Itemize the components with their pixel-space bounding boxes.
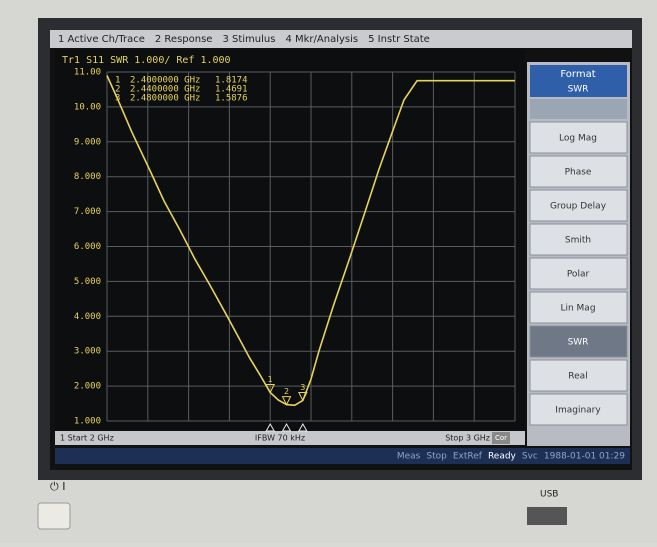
y-tick-label: 2.000	[74, 382, 101, 392]
softkey-label: Smith	[565, 236, 591, 246]
y-tick-label: 5.000	[74, 277, 101, 287]
screenshot: Tr1 S11 SWR 1.000/ Ref 1.000 Format SWR …	[0, 0, 657, 543]
menu-tab[interactable]: 1 Active Ch/Trace	[58, 34, 145, 45]
softkey-label: Imaginary	[555, 406, 601, 416]
status-item: Ready	[488, 452, 517, 462]
power-button[interactable]	[38, 503, 70, 529]
footer-stop: Stop 3 GHz	[445, 434, 490, 443]
usb-label: USB	[540, 490, 558, 500]
y-tick-label: 4.000	[74, 312, 101, 322]
softkey-current: SWR	[568, 85, 589, 95]
footer-cor: Cor	[495, 434, 507, 442]
y-tick-label: 1.000	[74, 417, 101, 427]
y-tick-label: 8.000	[74, 172, 101, 182]
y-tick-label: 7.000	[74, 207, 101, 217]
softkey-label: Real	[568, 372, 587, 382]
usb-port	[527, 507, 567, 525]
status-item: ExtRef	[453, 452, 483, 462]
softkey-label: SWR	[568, 338, 589, 348]
menu-tab[interactable]: 4 Mkr/Analysis	[285, 34, 358, 45]
y-tick-label: 9.000	[74, 137, 101, 147]
menu-tab[interactable]: 5 Instr State	[368, 34, 430, 45]
marker-readout-value: 1.5876	[215, 94, 248, 104]
footer-ifbw: IFBW 70 kHz	[255, 434, 305, 443]
y-tick-label: 3.000	[74, 347, 101, 357]
softkey-label: Group Delay	[550, 202, 607, 212]
softkey-label: Phase	[565, 168, 592, 178]
marker-readout-number: 3	[115, 94, 120, 104]
softkey-label: Log Mag	[559, 134, 597, 144]
footer-start: 1 Start 2 GHz	[60, 434, 114, 443]
status-item: Stop	[426, 452, 447, 462]
softkey-label: Polar	[567, 270, 590, 280]
scroll-up[interactable]	[530, 99, 627, 119]
y-tick-label: 10.00	[74, 102, 101, 112]
y-tick-label: 6.000	[74, 242, 101, 252]
marker-number: 2	[284, 387, 289, 396]
marker-number: 3	[300, 383, 305, 392]
status-item: Meas	[397, 452, 421, 462]
y-tick-label: 11.00	[74, 68, 101, 78]
status-item: 1988-01-01 01:29	[544, 452, 625, 462]
page: {"tabs": ["1 Active Ch/Trace", "2 Respon…	[0, 0, 657, 543]
marker-readout-freq: 2.4800000 GHz	[130, 94, 200, 104]
status-item: Svc	[522, 452, 538, 462]
trace-header: Tr1 S11 SWR 1.000/ Ref 1.000	[62, 55, 231, 66]
softkey-title: Format	[560, 69, 595, 80]
marker-number: 1	[268, 375, 273, 384]
power-icon: ⏻ I	[50, 480, 65, 493]
menu-tab[interactable]: 2 Response	[155, 34, 213, 45]
menu-tab[interactable]: 3 Stimulus	[222, 34, 275, 45]
softkey-label: Lin Mag	[560, 304, 595, 314]
